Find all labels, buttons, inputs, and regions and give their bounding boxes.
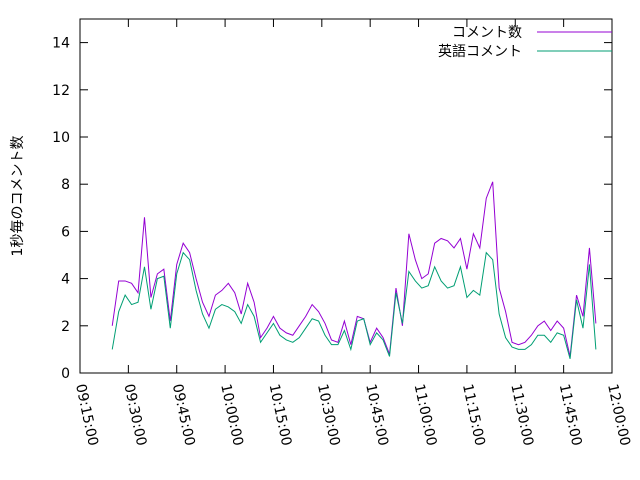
y-tick-label: 2: [61, 319, 70, 335]
series-line: [111, 251, 597, 359]
x-tick-label: 10:30:00: [314, 383, 343, 448]
x-tick-label: 11:00:00: [411, 383, 440, 448]
x-tick-label: 11:30:00: [507, 383, 536, 448]
y-tick-label: 10: [52, 130, 70, 146]
x-tick-label: 10:45:00: [362, 383, 391, 448]
x-tick-label: 09:30:00: [120, 383, 149, 448]
x-tick-label: 11:15:00: [459, 383, 488, 448]
x-tick-label: 11:45:00: [556, 383, 585, 448]
x-tick-label: 10:00:00: [217, 383, 246, 448]
y-tick-label: 14: [52, 36, 70, 52]
plot-frame: [79, 18, 613, 374]
y-tick-label: 4: [61, 272, 70, 288]
y-tick-label: 6: [61, 224, 70, 240]
y-tick-label: 0: [61, 366, 70, 382]
y-tick-label: 8: [61, 177, 70, 193]
series-line: [111, 181, 597, 357]
x-tick-label: 09:45:00: [169, 383, 198, 448]
x-tick-label: 12:00:00: [604, 383, 633, 448]
x-tick-label: 10:15:00: [266, 383, 295, 448]
x-tick-label: 09:15:00: [72, 383, 101, 448]
y-tick-label: 12: [52, 83, 70, 99]
legend-label: コメント数: [452, 25, 522, 41]
y-axis-label: 1秒毎のコメント数: [10, 136, 26, 257]
legend-label: 英語コメント: [438, 43, 522, 60]
